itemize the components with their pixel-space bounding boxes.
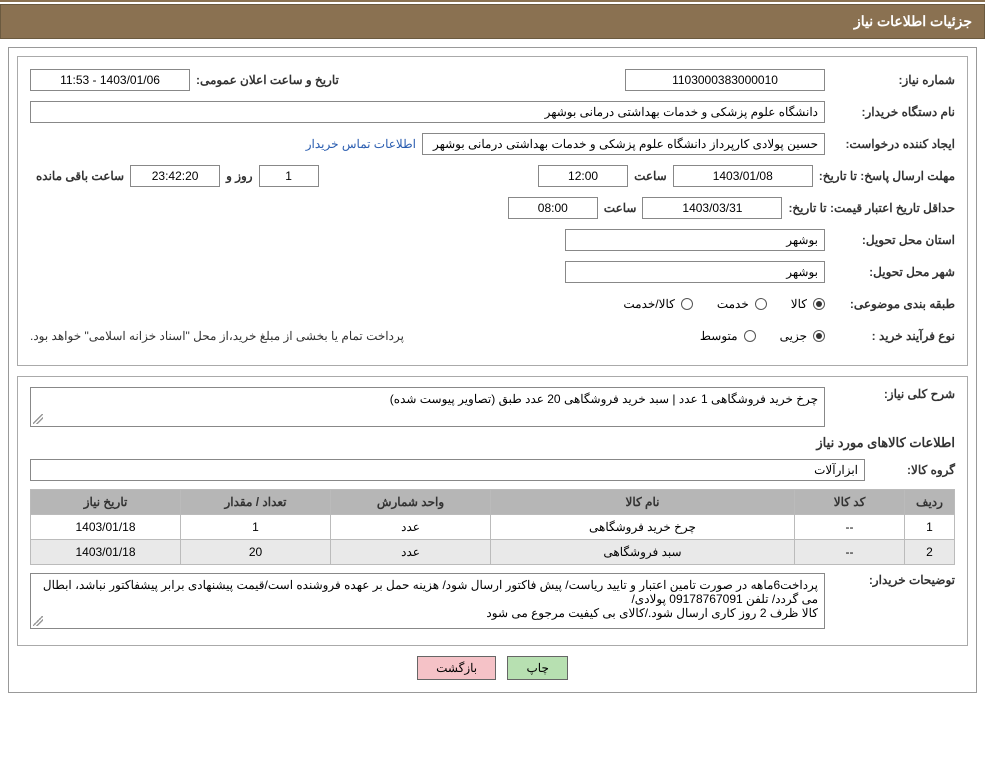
valid-date-field: 1403/03/31: [642, 197, 782, 219]
cell-date: 1403/01/18: [31, 540, 181, 565]
label-buyer-notes: توضیحات خریدار:: [825, 573, 955, 587]
items-table: ردیف کد کالا نام کالا واحد شمارش تعداد /…: [30, 489, 955, 565]
label-province: استان محل تحویل:: [825, 233, 955, 247]
th-qty: تعداد / مقدار: [181, 490, 331, 515]
label-deadline: مهلت ارسال پاسخ: تا تاریخ:: [813, 169, 955, 183]
th-date: تاریخ نیاز: [31, 490, 181, 515]
th-idx: ردیف: [905, 490, 955, 515]
page-title: جزئیات اطلاعات نیاز: [854, 13, 972, 29]
cell-code: --: [795, 540, 905, 565]
label-remain: ساعت باقی مانده: [30, 169, 130, 183]
buyer-contact-link[interactable]: اطلاعات تماس خریدار: [306, 137, 422, 151]
table-row: 1 -- چرخ خرید فروشگاهی عدد 1 1403/01/18: [31, 515, 955, 540]
cell-qty: 20: [181, 540, 331, 565]
need-desc-field[interactable]: چرخ خرید فروشگاهی 1 عدد | سبد خرید فروشگ…: [30, 387, 825, 427]
table-header-row: ردیف کد کالا نام کالا واحد شمارش تعداد /…: [31, 490, 955, 515]
valid-time-field: 08:00: [508, 197, 598, 219]
label-city: شهر محل تحویل:: [825, 265, 955, 279]
back-button[interactable]: بازگشت: [417, 656, 496, 680]
label-requester: ایجاد کننده درخواست:: [825, 137, 955, 151]
deadline-date-field: 1403/01/08: [673, 165, 813, 187]
items-title: اطلاعات کالاهای مورد نیاز: [30, 435, 955, 451]
label-need-desc: شرح کلی نیاز:: [825, 387, 955, 401]
payment-note: پرداخت تمام یا بخشی از مبلغ خرید،از محل …: [30, 329, 404, 343]
label-hour-1: ساعت: [628, 169, 673, 183]
remain-days-field: 1: [259, 165, 319, 187]
th-name: نام کالا: [491, 490, 795, 515]
label-need-no: شماره نیاز:: [825, 73, 955, 87]
cell-name: چرخ خرید فروشگاهی: [491, 515, 795, 540]
label-days-and: روز و: [220, 169, 259, 183]
cell-unit: عدد: [331, 540, 491, 565]
label-subject-cat: طبقه بندی موضوعی:: [825, 297, 955, 311]
deadline-time-field: 12:00: [538, 165, 628, 187]
announce-field: 1403/01/06 - 11:53: [30, 69, 190, 91]
need-no-field: 1103000383000010: [625, 69, 825, 91]
radio-partial[interactable]: [813, 330, 825, 342]
item-group-field: ابزارآلات: [30, 459, 865, 481]
label-hour-2: ساعت: [598, 201, 643, 215]
th-code: کد کالا: [795, 490, 905, 515]
process-radio-group: جزیی متوسط: [660, 329, 825, 343]
cell-unit: عدد: [331, 515, 491, 540]
buyer-org-field: دانشگاه علوم پزشکی و خدمات بهداشتی درمان…: [30, 101, 825, 123]
cell-code: --: [795, 515, 905, 540]
label-buyer-org: نام دستگاه خریدار:: [825, 105, 955, 119]
radio-goods[interactable]: [813, 298, 825, 310]
cell-qty: 1: [181, 515, 331, 540]
cell-date: 1403/01/18: [31, 515, 181, 540]
radio-medium[interactable]: [744, 330, 756, 342]
radio-goods-label: کالا: [773, 297, 807, 311]
page-header: جزئیات اطلاعات نیاز: [0, 4, 985, 39]
label-announce: تاریخ و ساعت اعلان عمومی:: [190, 73, 345, 87]
items-section: شرح کلی نیاز: چرخ خرید فروشگاهی 1 عدد | …: [17, 376, 968, 646]
button-bar: چاپ بازگشت: [17, 656, 968, 680]
main-panel: AriaTender.net شماره نیاز: 1103000383000…: [8, 47, 977, 693]
category-radio-group: کالا خدمت کالا/خدمت: [605, 297, 825, 311]
label-purchase-proc: نوع فرآیند خرید :: [825, 329, 955, 343]
print-button[interactable]: چاپ: [507, 656, 567, 680]
cell-idx: 2: [905, 540, 955, 565]
table-row: 2 -- سبد فروشگاهی عدد 20 1403/01/18: [31, 540, 955, 565]
cell-idx: 1: [905, 515, 955, 540]
radio-goods-service-label: کالا/خدمت: [605, 297, 674, 311]
radio-goods-service[interactable]: [681, 298, 693, 310]
requester-field: حسین پولادی کارپرداز دانشگاه علوم پزشکی …: [422, 133, 825, 155]
remain-time-field: 23:42:20: [130, 165, 220, 187]
th-unit: واحد شمارش: [331, 490, 491, 515]
label-min-valid: حداقل تاریخ اعتبار قیمت: تا تاریخ:: [782, 201, 955, 215]
info-section: شماره نیاز: 1103000383000010 تاریخ و ساع…: [17, 56, 968, 366]
radio-service-label: خدمت: [699, 297, 749, 311]
radio-medium-label: متوسط: [660, 329, 738, 343]
city-field: بوشهر: [565, 261, 825, 283]
label-item-group: گروه کالا:: [865, 463, 955, 477]
province-field: بوشهر: [565, 229, 825, 251]
buyer-notes-field[interactable]: پرداخت6ماهه در صورت تامین اعتبار و تایید…: [30, 573, 825, 629]
radio-partial-label: جزیی: [762, 329, 807, 343]
radio-service[interactable]: [755, 298, 767, 310]
cell-name: سبد فروشگاهی: [491, 540, 795, 565]
